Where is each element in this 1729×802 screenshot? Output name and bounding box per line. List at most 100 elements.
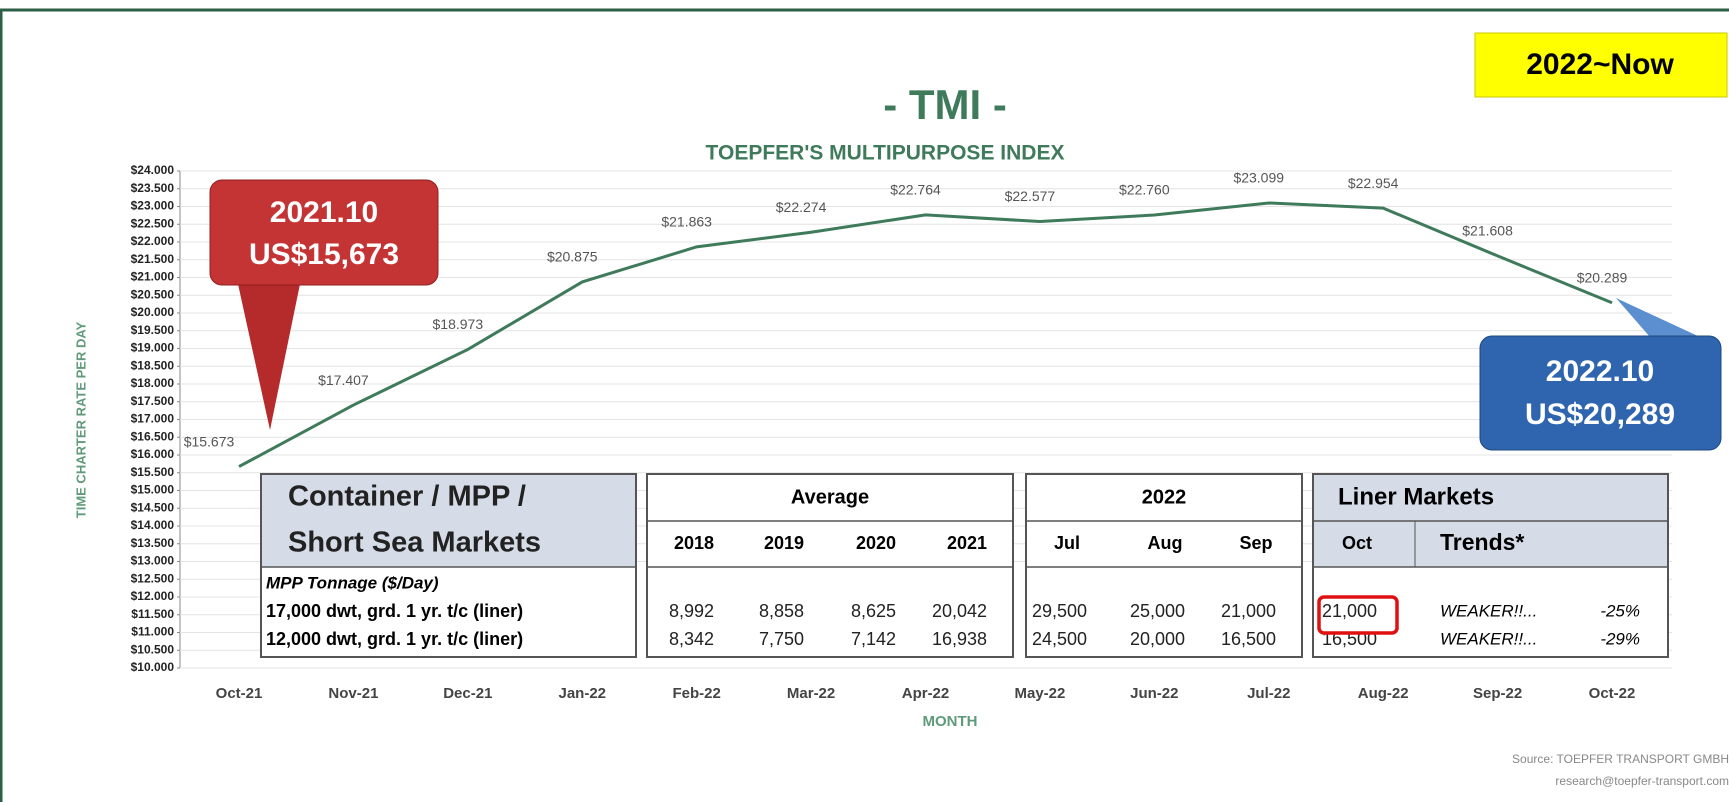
x-tick-label: Nov-21 — [328, 685, 378, 702]
data-label: $21.608 — [1462, 223, 1513, 239]
callout-text: 2022.10 — [1546, 355, 1654, 388]
y-tick-label: $21.500 — [131, 252, 175, 266]
source: research@toepfer-transport.com — [1555, 774, 1729, 788]
data-label: $23.099 — [1233, 170, 1284, 186]
table-header: Container / MPP / — [288, 481, 526, 513]
table-cell: 8,858 — [759, 601, 804, 621]
data-label: $15.673 — [184, 433, 235, 449]
table-column: Sep — [1239, 533, 1272, 553]
data-label: $22.954 — [1348, 175, 1399, 191]
line-series — [238, 201, 1613, 468]
data-label: $22.274 — [776, 199, 827, 215]
table-cell: 25,000 — [1130, 601, 1185, 621]
x-tick-label: Jul-22 — [1247, 685, 1290, 702]
table-cell: 8,342 — [669, 629, 714, 649]
y-tick-label: $18.000 — [131, 376, 175, 390]
table-row-label: 17,000 dwt, grd. 1 yr. t/c (liner) — [266, 601, 523, 621]
x-tick-label: Jun-22 — [1130, 685, 1178, 702]
x-axis-title: MONTH — [923, 713, 978, 730]
x-tick-label: Oct-21 — [216, 685, 263, 702]
chart-title: - TMI - — [883, 81, 1007, 128]
table-block — [1312, 473, 1669, 658]
source: Source: TOEPFER TRANSPORT GMBH — [1512, 752, 1729, 766]
y-tick-label: $11.000 — [131, 625, 174, 639]
table-cell: 29,500 — [1032, 601, 1087, 621]
x-tick-label: Mar-22 — [787, 685, 835, 702]
table-cell: WEAKER!!... — [1440, 601, 1537, 620]
y-tick-label: $10.500 — [131, 642, 175, 656]
y-tick-label: $15.000 — [131, 483, 175, 497]
x-tick-label: Apr-22 — [902, 685, 950, 702]
y-tick-label: $12.000 — [131, 589, 175, 603]
table-group: Liner Markets — [1338, 483, 1494, 510]
y-tick-label: $12.500 — [131, 571, 175, 585]
table-row-label: 12,000 dwt, grd. 1 yr. t/c (liner) — [266, 629, 523, 649]
table-header-bg — [261, 474, 636, 567]
table-cell: 16,938 — [932, 629, 987, 649]
callout-text: 2021.10 — [270, 196, 378, 229]
table-body-bg — [261, 567, 1668, 657]
table-column: 2019 — [764, 533, 804, 553]
callout — [1479, 335, 1722, 451]
data-label: $22.764 — [890, 182, 941, 198]
period-label: 2022~Now — [1526, 48, 1674, 81]
highlight-box — [1317, 595, 1399, 635]
callout-text: US$15,673 — [249, 238, 399, 271]
table-column: Aug — [1148, 533, 1183, 553]
data-label: $18.973 — [433, 316, 484, 332]
table-cell: 8,992 — [669, 601, 714, 621]
data-label: $20.875 — [547, 249, 598, 265]
y-axis-title: TIME CHARTER RATE PER DAY — [73, 321, 88, 518]
y-tick-label: $14.000 — [131, 518, 175, 532]
data-label: $17.407 — [318, 372, 369, 388]
table-cell: 7,750 — [759, 629, 804, 649]
table-cell: 7,142 — [851, 629, 896, 649]
table-cell: -29% — [1600, 629, 1640, 648]
period-badge — [1474, 32, 1728, 98]
y-tick-label: $22.500 — [131, 216, 175, 230]
y-tick-label: $22.000 — [131, 234, 175, 248]
table-block — [260, 473, 637, 658]
data-label: $22.760 — [1119, 182, 1170, 198]
y-tick-label: $13.500 — [131, 536, 175, 550]
y-tick-label: $11.500 — [131, 607, 174, 621]
table-section: MPP Tonnage ($/Day) — [266, 573, 439, 592]
table-block — [1025, 473, 1303, 658]
y-tick-label: $23.000 — [131, 199, 175, 213]
y-tick-label: $13.000 — [131, 554, 175, 568]
x-tick-label: Feb-22 — [672, 685, 720, 702]
data-label: $20.289 — [1577, 269, 1628, 285]
x-tick-label: Sep-22 — [1473, 685, 1522, 702]
table-column: 2020 — [856, 533, 896, 553]
y-tick-label: $20.500 — [131, 287, 175, 301]
frame — [0, 8, 1729, 802]
table-cell: 8,625 — [851, 601, 896, 621]
table-cell: 20,000 — [1130, 629, 1185, 649]
y-tick-label: $18.500 — [131, 358, 175, 372]
table-column: Oct — [1342, 533, 1372, 553]
x-tick-label: May-22 — [1014, 685, 1065, 702]
table-column: Jul — [1054, 533, 1080, 553]
chart-subtitle: TOEPFER'S MULTIPURPOSE INDEX — [706, 142, 1065, 165]
x-tick-label: Jan-22 — [558, 685, 606, 702]
callout-pointer — [238, 284, 300, 430]
table-group: 2022 — [1142, 486, 1187, 508]
y-tick-label: $16.000 — [131, 447, 175, 461]
y-tick-label: $15.500 — [131, 465, 175, 479]
x-tick-label: Aug-22 — [1358, 685, 1409, 702]
data-label: $22.577 — [1005, 188, 1056, 204]
y-tick-label: $24.000 — [131, 163, 175, 177]
callout — [209, 179, 439, 286]
y-tick-label: $21.000 — [131, 270, 175, 284]
table-column: 2018 — [674, 533, 714, 553]
callout-text: US$20,289 — [1525, 398, 1675, 431]
table-cell: 24,500 — [1032, 629, 1087, 649]
y-tick-label: $17.500 — [131, 394, 175, 408]
y-tick-label: $23.500 — [131, 181, 175, 195]
table-cell: WEAKER!!... — [1440, 629, 1537, 648]
y-tick-label: $16.500 — [131, 429, 175, 443]
x-tick-label: Oct-22 — [1589, 685, 1636, 702]
y-tick-label: $20.000 — [131, 305, 175, 319]
